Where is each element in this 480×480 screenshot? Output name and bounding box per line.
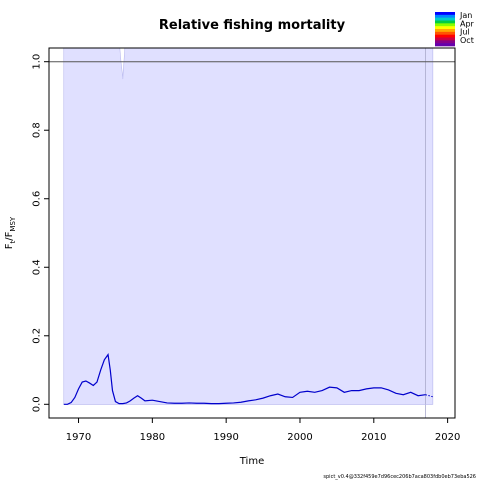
- legend-label: Oct: [460, 36, 474, 45]
- forecast-line: [425, 394, 433, 398]
- legend-color-strip: [435, 31, 455, 35]
- legend-color-strip: [435, 12, 455, 16]
- legend-label: Jan: [459, 11, 472, 20]
- y-tick-label: 0.0: [32, 396, 43, 412]
- y-tick-label: 0.8: [32, 122, 43, 138]
- legend-label: Jul: [459, 28, 470, 37]
- chart-title: Relative fishing mortality: [159, 18, 346, 33]
- x-tick-label: 2020: [435, 432, 460, 443]
- y-tick-label: 1.0: [32, 54, 43, 70]
- legend-label: Apr: [460, 19, 475, 28]
- y-axis-label-sub-t: t: [9, 240, 17, 243]
- legend-color-strip: [435, 43, 455, 47]
- series-line: [63, 353, 426, 405]
- x-tick-label: 1970: [66, 432, 91, 443]
- x-axis-label: Time: [239, 456, 264, 467]
- x-tick-label: 1980: [140, 432, 165, 443]
- y-axis-label-sub-msy: MSY: [9, 216, 17, 231]
- x-tick-label: 2010: [361, 432, 386, 443]
- legend-color-strip: [435, 23, 455, 27]
- legend-color-strip: [435, 14, 455, 18]
- plot-frame: [48, 47, 456, 419]
- legend-color-strip: [435, 37, 455, 41]
- y-axis-label-main: F: [4, 243, 15, 249]
- y-axis: 0.0 0.2 0.4 0.6 0.8 1.0: [32, 54, 49, 412]
- confidence-band: [63, 47, 434, 405]
- legend-color-strip: [435, 17, 455, 21]
- y-tick-label: 0.2: [32, 328, 43, 344]
- footer-text: spict_v0.4@332f459e7d96cec206b7aca803fdb…: [323, 474, 476, 480]
- legend-color-strip: [435, 40, 455, 44]
- confidence-band-upper-dip: [119, 47, 126, 80]
- y-tick-label: 0.4: [32, 259, 43, 275]
- plot-area: [49, 47, 455, 418]
- y-axis-label: Ft/FMSY: [4, 216, 17, 249]
- x-tick-label: 2000: [287, 432, 312, 443]
- x-tick-label: 1990: [213, 432, 238, 443]
- y-axis-label-slash: /: [4, 237, 15, 241]
- legend-color-strip: [435, 29, 455, 33]
- y-tick-label: 0.6: [32, 191, 43, 207]
- legend-color-strip: [435, 34, 455, 38]
- y-axis-label-main-2: F: [4, 231, 15, 237]
- x-axis: 1970 1980 1990 2000 2010 2020: [66, 418, 460, 443]
- legend-color-strip: [435, 20, 455, 24]
- legend-color-strip: [435, 26, 455, 30]
